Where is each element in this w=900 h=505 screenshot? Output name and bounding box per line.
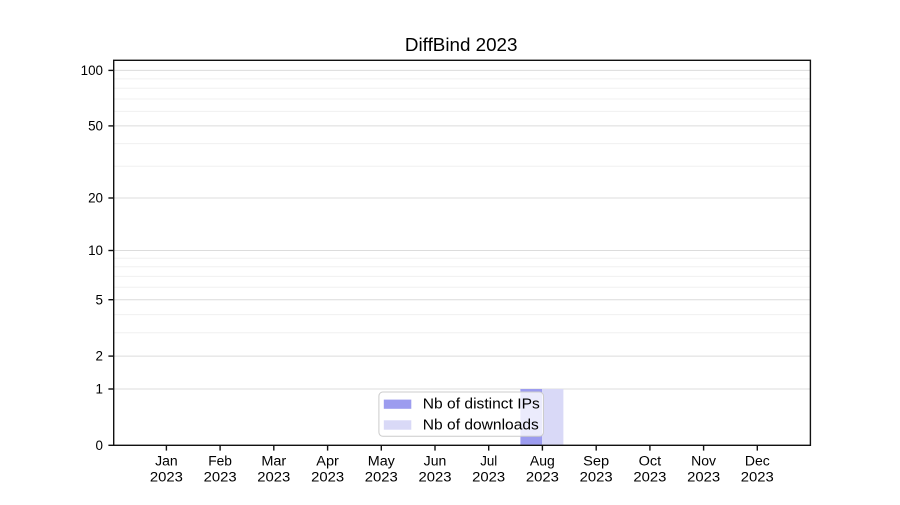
svg-text:Oct: Oct bbox=[639, 454, 662, 469]
svg-text:Apr: Apr bbox=[316, 454, 339, 469]
svg-text:2: 2 bbox=[96, 349, 103, 364]
svg-text:Jan: Jan bbox=[155, 454, 178, 469]
svg-text:Nov: Nov bbox=[691, 454, 716, 469]
svg-text:1: 1 bbox=[96, 382, 103, 397]
svg-text:50: 50 bbox=[88, 119, 103, 134]
svg-text:Feb: Feb bbox=[208, 454, 232, 469]
svg-text:2023: 2023 bbox=[365, 470, 398, 485]
svg-text:Sep: Sep bbox=[583, 454, 609, 469]
svg-text:2023: 2023 bbox=[472, 470, 505, 485]
svg-text:2023: 2023 bbox=[150, 470, 183, 485]
svg-text:Aug: Aug bbox=[530, 454, 555, 469]
svg-text:20: 20 bbox=[88, 191, 103, 206]
svg-text:Mar: Mar bbox=[261, 454, 286, 469]
svg-text:100: 100 bbox=[81, 63, 103, 78]
svg-text:Jul: Jul bbox=[480, 454, 497, 469]
svg-text:2023: 2023 bbox=[580, 470, 613, 485]
svg-text:5: 5 bbox=[96, 292, 103, 307]
svg-text:Nb of distinct IPs: Nb of distinct IPs bbox=[423, 397, 540, 413]
svg-text:2023: 2023 bbox=[311, 470, 344, 485]
svg-text:2023: 2023 bbox=[633, 470, 666, 485]
svg-text:Nb of downloads: Nb of downloads bbox=[423, 417, 539, 433]
svg-text:10: 10 bbox=[88, 243, 103, 258]
svg-text:May: May bbox=[368, 454, 395, 469]
svg-text:2023: 2023 bbox=[204, 470, 237, 485]
svg-text:2023: 2023 bbox=[419, 470, 452, 485]
svg-text:Dec: Dec bbox=[745, 454, 770, 469]
svg-text:0: 0 bbox=[96, 438, 103, 453]
svg-text:2023: 2023 bbox=[257, 470, 290, 485]
svg-text:Jun: Jun bbox=[424, 454, 447, 469]
svg-text:2023: 2023 bbox=[741, 470, 774, 485]
svg-text:2023: 2023 bbox=[526, 470, 559, 485]
svg-text:2023: 2023 bbox=[687, 470, 720, 485]
svg-text:DiffBind 2023: DiffBind 2023 bbox=[405, 34, 518, 55]
